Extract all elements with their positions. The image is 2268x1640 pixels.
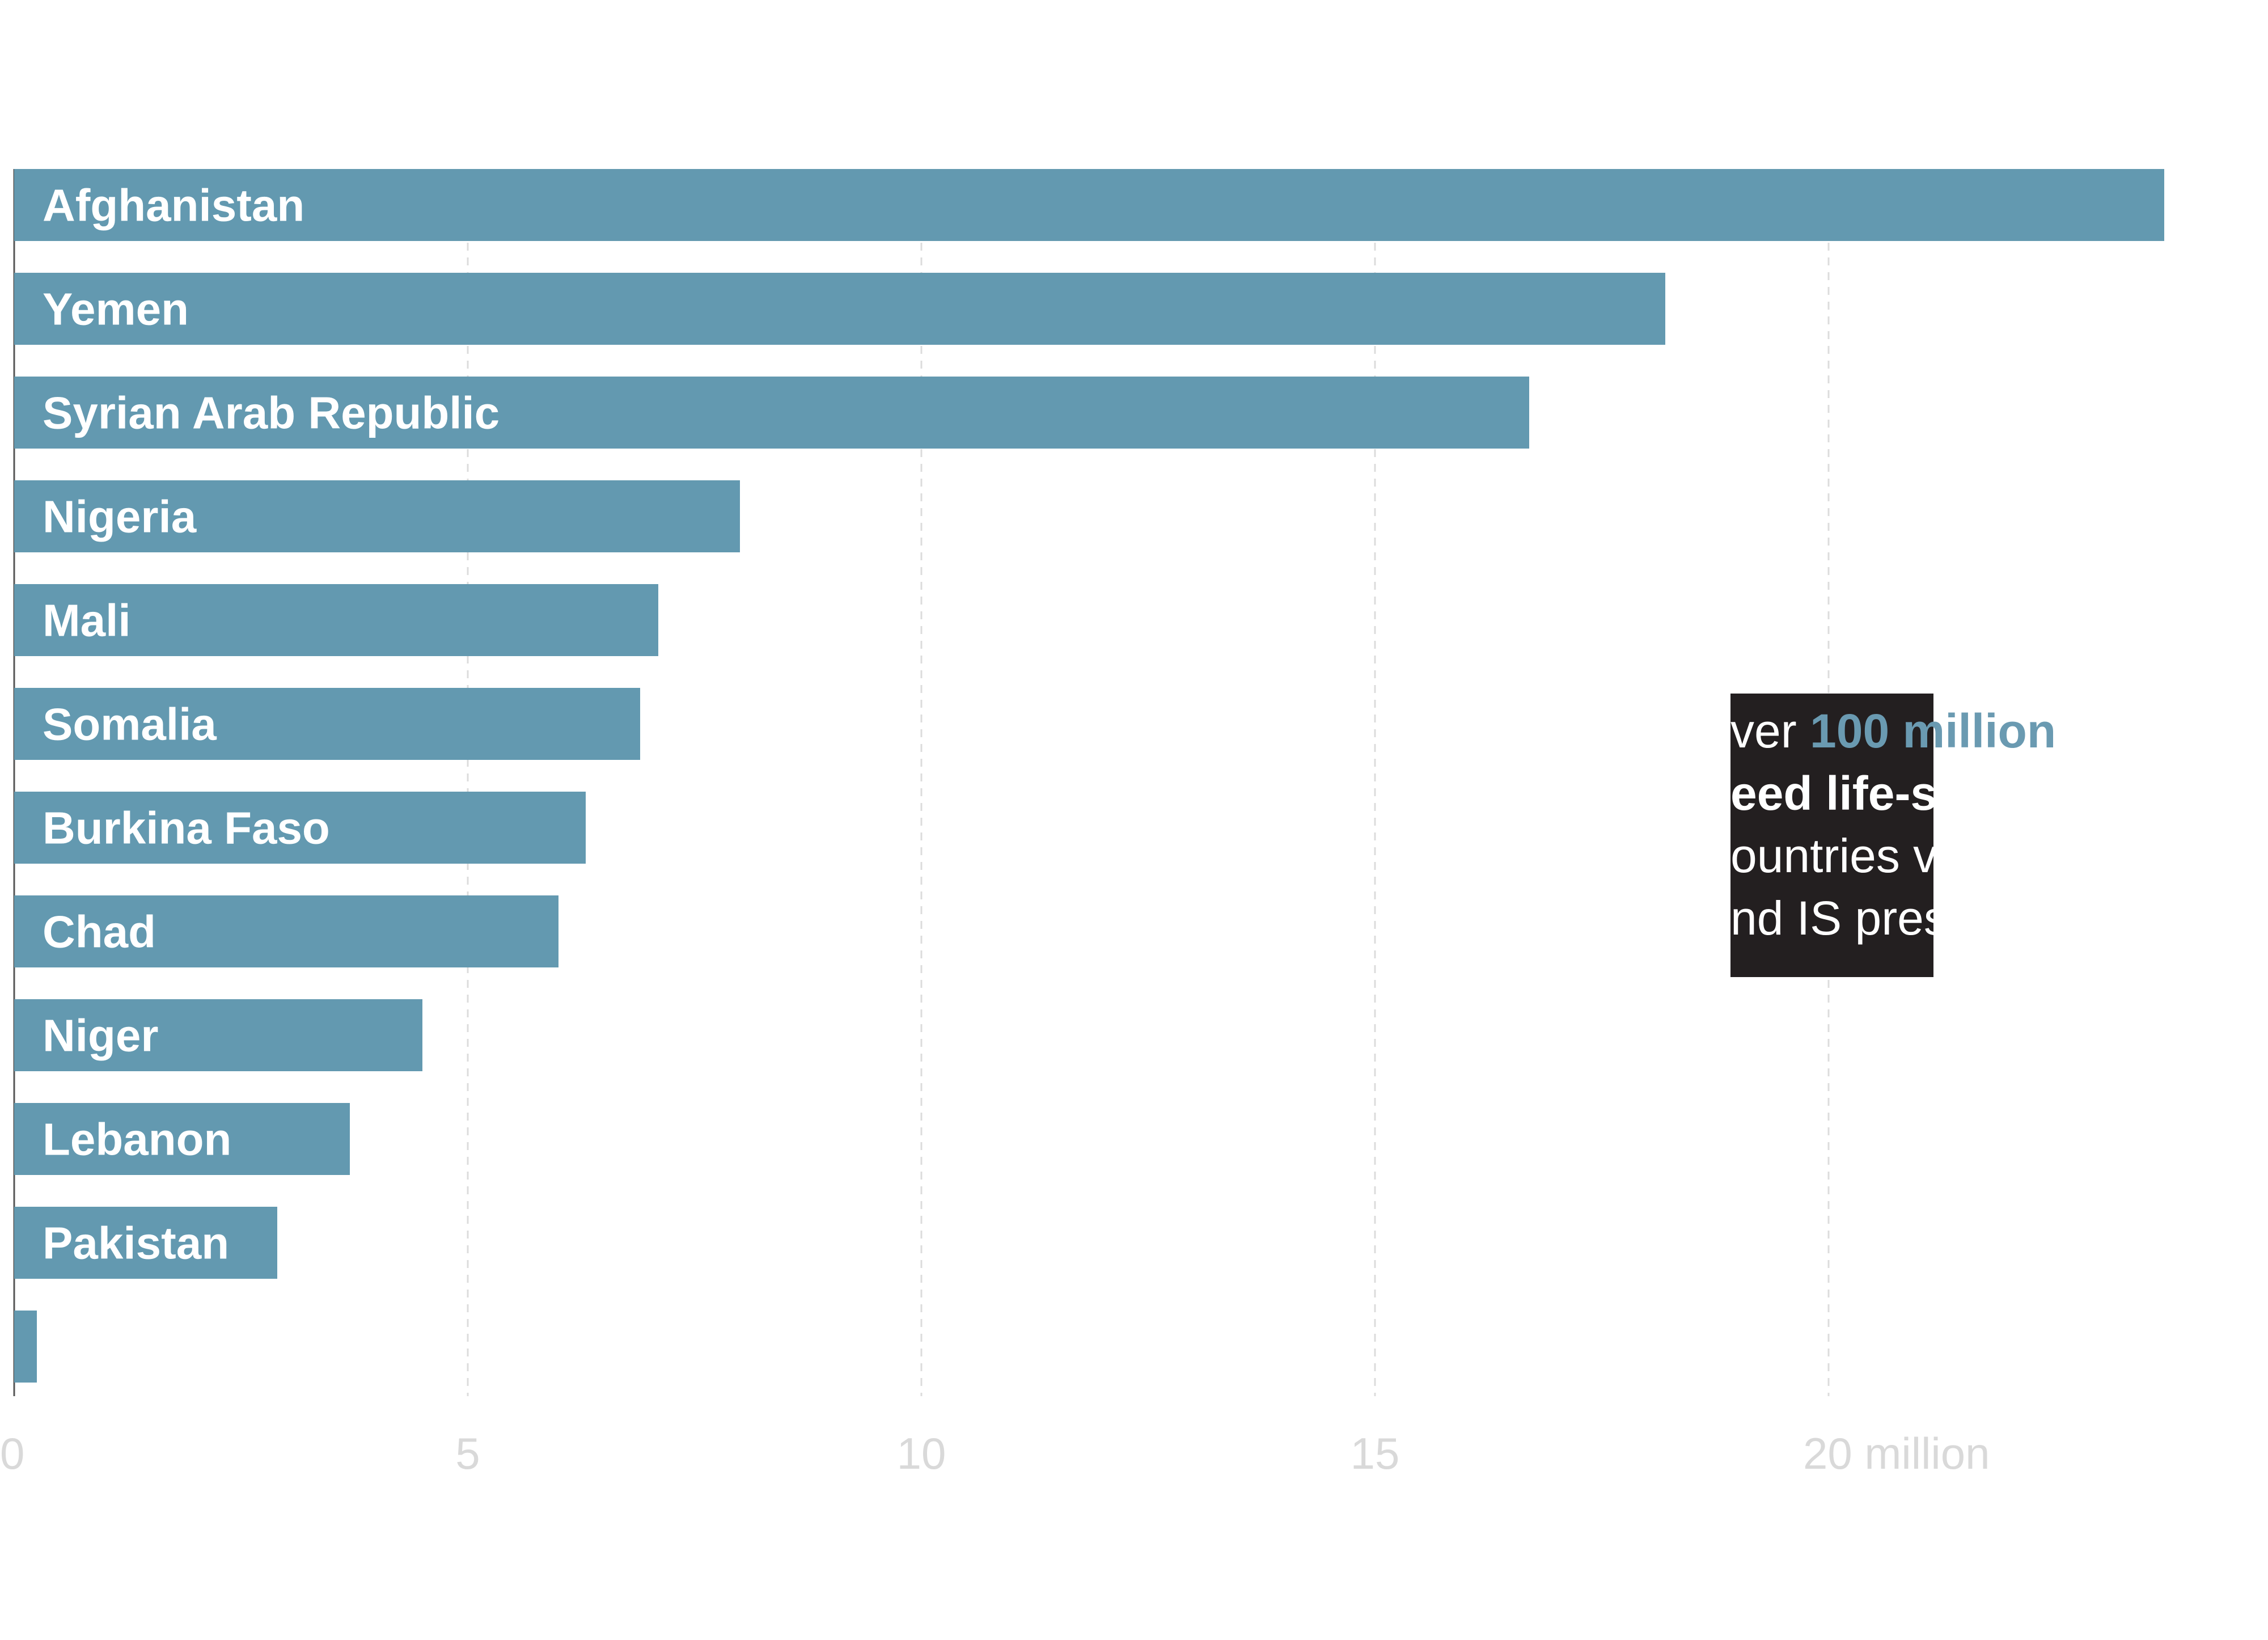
bar-label: Afghanistan: [43, 180, 304, 231]
callout-line: eed life-s: [1730, 767, 1937, 820]
callout-line: ountries v: [1730, 829, 1937, 882]
tick-label: 15: [1351, 1428, 1400, 1478]
callout-background: [1730, 694, 1933, 977]
callout-line: nd IS pres: [1730, 891, 1948, 945]
callout-segment: 100 million: [1810, 704, 2056, 758]
callout-box: ver 100 million eed life-s ountries v nd IS…: [1730, 694, 2056, 977]
bars: [14, 169, 2164, 1383]
bar-label: Burkina Faso: [43, 803, 330, 853]
bar-label: Yemen: [43, 284, 189, 335]
bar-niger: [14, 999, 422, 1071]
tick-label: 0: [0, 1428, 24, 1478]
tick-label: 5: [455, 1428, 480, 1478]
bar-pakistan: [14, 1207, 277, 1279]
bar-yemen: [14, 273, 1665, 345]
bar-labels: Afghanistan Yemen Syrian Arab Republic Nige…: [43, 180, 500, 1269]
bar-label: Pakistan: [43, 1218, 229, 1269]
bar-label: Mali: [43, 595, 131, 646]
tick-label: 20 million: [1803, 1428, 1990, 1478]
bar-label: Somalia: [43, 699, 217, 750]
bar-label: Nigeria: [43, 492, 197, 542]
bar-chad: [14, 895, 558, 967]
callout-segment: ountries v: [1730, 829, 1937, 882]
tick-label: 10: [897, 1428, 946, 1478]
gridlines: [13, 169, 1830, 1396]
bar-label: Lebanon: [43, 1114, 231, 1165]
callout-segment: nd IS pres: [1730, 891, 1948, 945]
bar-lebanon: [14, 1103, 350, 1175]
callout-segment: eed life-s: [1730, 767, 1937, 820]
bar-mali: [14, 584, 658, 656]
bar-burkina-faso: [14, 792, 586, 864]
bar-label: Chad: [43, 907, 156, 957]
bar-somalia: [14, 688, 640, 760]
bar-afghanistan: [14, 169, 2164, 241]
x-axis-ticks: 0 5 10 15 20 million: [0, 1428, 1990, 1478]
callout-segment: ver: [1730, 704, 1810, 758]
bar-nigeria: [14, 480, 740, 552]
bar-label: Niger: [43, 1011, 159, 1061]
bar-unlabeled: [14, 1311, 37, 1383]
callout-line: ver 100 million: [1730, 704, 2056, 758]
bar-label: Syrian Arab Republic: [43, 388, 500, 438]
bar-syrian-arab-republic: [14, 377, 1529, 449]
